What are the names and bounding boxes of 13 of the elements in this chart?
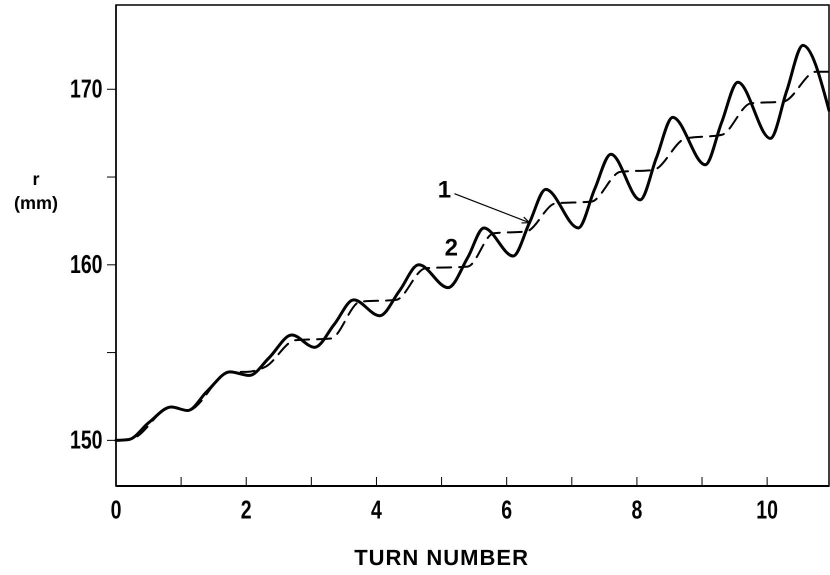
y-tick-label: 170: [70, 74, 102, 104]
series-label: 2: [444, 234, 458, 262]
x-tick-label: 2: [240, 494, 252, 524]
x-tick-label: 6: [501, 494, 512, 524]
x-tick-label: 0: [110, 494, 122, 524]
series-label: 1: [438, 176, 452, 204]
x-tick-label: 4: [371, 494, 382, 524]
x-tick-label: 8: [631, 494, 643, 524]
y-tick-label: 160: [70, 249, 102, 279]
y-axis-title: r (mm): [14, 169, 58, 213]
x-axis-title: TURN NUMBER: [354, 545, 529, 570]
y-tick-label: 150: [70, 424, 102, 454]
x-tick-label: 10: [756, 494, 778, 524]
